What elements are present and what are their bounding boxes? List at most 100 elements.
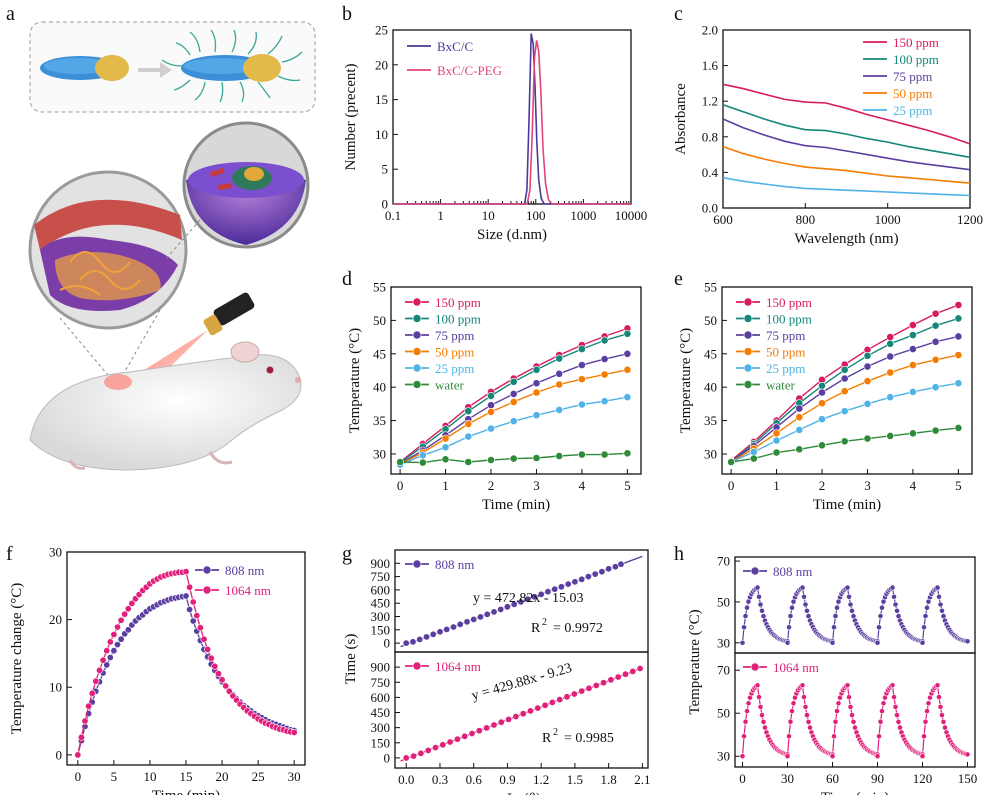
- series-5-point: [931, 426, 940, 435]
- series-0-point: [964, 638, 971, 645]
- legend-label: 1064 nm: [225, 583, 271, 598]
- series-0-point: [922, 718, 929, 725]
- series-3-point: [487, 407, 495, 416]
- legend-marker: [412, 380, 422, 389]
- series-5-point: [532, 454, 541, 462]
- legend-marker: [412, 661, 422, 671]
- series-5-point: [840, 437, 849, 446]
- series-4-point: [818, 415, 826, 424]
- series-0-point: [801, 593, 807, 600]
- x-tick-label: 4: [579, 478, 586, 493]
- illustration-panel-a: [28, 21, 316, 471]
- y-tick-label: 70: [717, 554, 730, 569]
- plot-frame: [392, 29, 632, 205]
- y-tick-label: 600: [371, 690, 391, 705]
- series-0-point: [877, 613, 884, 619]
- series-line-0: [393, 33, 631, 205]
- x-tick-label: 100: [526, 208, 546, 223]
- y-tick-label: 45: [373, 346, 386, 361]
- y-axis-label: Temperature (°C): [678, 328, 694, 433]
- series-0-point: [894, 607, 900, 614]
- series-0-point: [505, 715, 513, 723]
- series-1-point: [222, 682, 230, 690]
- r-squared-exponent: 2: [542, 617, 547, 628]
- series-5-point: [600, 450, 609, 459]
- y-tick-label: 40: [704, 380, 717, 395]
- series-3-point: [578, 375, 586, 384]
- series-5-point: [772, 448, 781, 457]
- series-0-point: [402, 639, 410, 647]
- series-1-point: [99, 656, 107, 664]
- series-0-point: [636, 664, 644, 672]
- x-axis-label: Wavelength (nm): [794, 231, 898, 247]
- y-tick-label: 0.4: [702, 165, 719, 180]
- legend-marker: [743, 297, 753, 307]
- series-0-point: [834, 708, 840, 714]
- series-3-point: [441, 434, 450, 443]
- x-tick-label: 5: [111, 769, 118, 784]
- series-0-point: [422, 633, 430, 641]
- series-0-point: [847, 704, 854, 710]
- series-0-point: [891, 593, 897, 600]
- series-1-point: [85, 702, 93, 710]
- x-tick-label: 30: [781, 771, 794, 786]
- series-0-point: [909, 321, 917, 329]
- x-tick-label: 2: [819, 478, 826, 493]
- series-0-point: [834, 604, 840, 611]
- x-axis-label: Time (min): [152, 788, 220, 795]
- series-0-point: [921, 624, 927, 631]
- series-0-point: [787, 613, 794, 619]
- series-3-point: [909, 361, 917, 369]
- series-1-point: [818, 381, 826, 390]
- legend-marker: [412, 330, 422, 340]
- series-3-point: [931, 355, 940, 364]
- series-1-point: [106, 638, 114, 646]
- series-0-point: [921, 733, 927, 740]
- series-0-point: [571, 578, 579, 586]
- plot-frame: [390, 286, 642, 475]
- series-3-point: [772, 429, 781, 438]
- series-line-4: [722, 176, 971, 197]
- series-0-point: [584, 573, 592, 581]
- legend-label: 100 ppm: [893, 52, 939, 67]
- series-5-point: [623, 449, 632, 458]
- x-tick-label: 0.6: [466, 772, 483, 787]
- series-1-point: [290, 728, 298, 736]
- x-tick-label: 30: [288, 769, 301, 784]
- y-tick-label: 0: [382, 197, 389, 212]
- y-tick-label: 30: [717, 749, 730, 764]
- y-tick-label: 0: [384, 750, 391, 765]
- x-tick-label: 0.1: [385, 208, 401, 223]
- series-0-point: [789, 708, 795, 714]
- fit-equation: y = 472.82x - 15.03: [473, 591, 584, 606]
- series-0-point: [600, 679, 608, 687]
- series-line-3: [722, 145, 971, 184]
- series-3-point: [795, 413, 804, 422]
- series-0-point: [757, 601, 764, 608]
- series-1-point: [954, 314, 963, 323]
- series-1-point: [193, 612, 201, 620]
- y-tick-label: 50: [717, 594, 730, 609]
- series-0-point: [831, 624, 837, 631]
- series-0-point: [570, 690, 578, 698]
- y-axis-label: Time (s): [343, 634, 359, 685]
- legend-marker: [202, 585, 212, 595]
- legend-label: 25 ppm: [766, 361, 805, 376]
- plot-frame: [734, 652, 976, 768]
- series-0-point: [476, 613, 484, 621]
- legend-label: 25 ppm: [435, 361, 474, 376]
- series-0-point: [741, 733, 747, 740]
- series-2-point: [795, 404, 804, 413]
- series-0-point: [534, 704, 542, 712]
- series-0-point: [463, 618, 471, 626]
- x-tick-label: 1: [442, 478, 449, 493]
- series-0-point: [790, 700, 797, 707]
- series-0-point: [849, 607, 855, 614]
- series-1-point: [886, 339, 895, 348]
- series-0-point: [519, 710, 527, 718]
- x-tick-label: 120: [913, 771, 933, 786]
- series-0-point: [591, 570, 599, 578]
- legend-marker: [750, 662, 760, 672]
- series-3-point: [532, 388, 541, 397]
